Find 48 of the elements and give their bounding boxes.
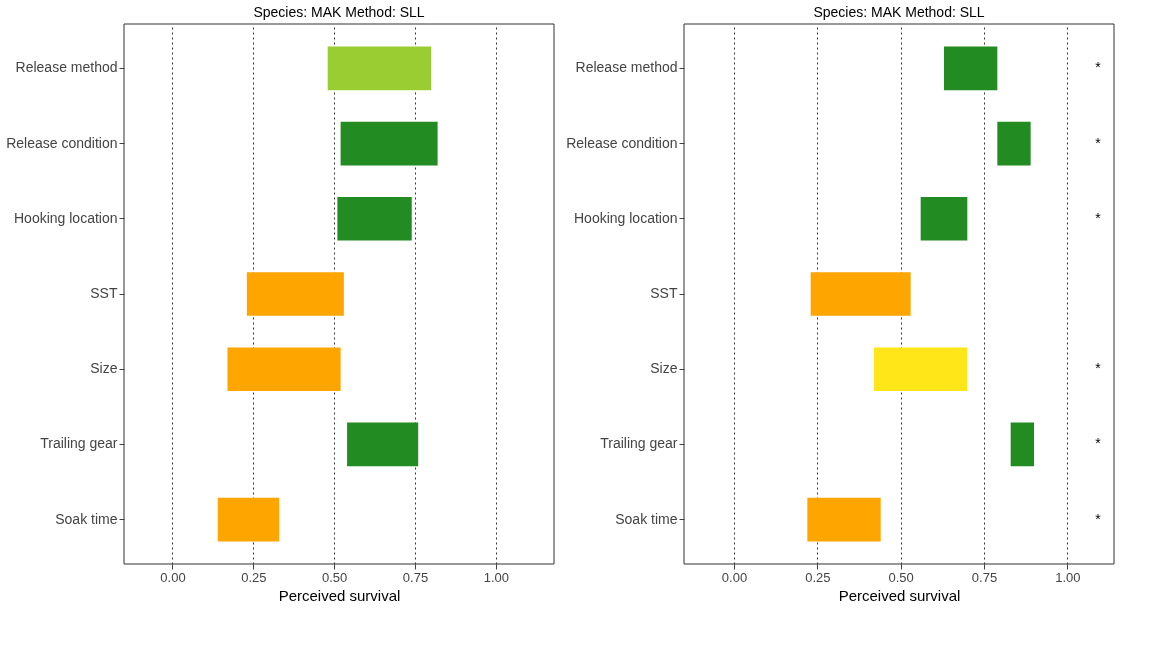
x-tick-label: 0.25 (241, 569, 267, 585)
bar (227, 347, 341, 392)
x-tick-label: 0.75 (402, 569, 429, 585)
y-tick-label: Release condition (6, 134, 118, 151)
y-tick-label: Release method (575, 59, 678, 76)
bar (1010, 422, 1034, 467)
x-tick-label: 0.00 (721, 569, 748, 585)
bar (217, 497, 280, 542)
bar (944, 46, 998, 91)
bar (807, 497, 881, 542)
bar (246, 272, 344, 316)
x-axis-title: Perceived survival (278, 586, 401, 604)
annotation: * (1095, 209, 1102, 226)
x-tick-label: 0.50 (888, 569, 914, 585)
y-tick-label: Release method (15, 59, 118, 76)
x-tick-label: 1.00 (1055, 569, 1081, 585)
annotation: * (1095, 510, 1102, 527)
y-tick-label: Trailing gear (40, 435, 118, 452)
y-tick-label: Size (90, 360, 118, 377)
x-axis-title: Perceived survival (838, 586, 961, 604)
x-tick-label: 0.50 (321, 569, 348, 585)
y-tick-label: SST (90, 285, 118, 301)
y-tick-label: Trailing gear (600, 435, 678, 452)
bar (997, 121, 1031, 166)
x-tick-label: 0.75 (971, 569, 998, 585)
bar (327, 46, 432, 91)
y-tick-label: Soak time (615, 510, 678, 527)
annotation: * (1095, 59, 1102, 76)
y-tick-label: Release condition (566, 134, 678, 151)
annotation: * (1095, 435, 1102, 452)
y-tick-label: SST (650, 285, 678, 301)
bar (810, 272, 911, 316)
bar (337, 196, 412, 241)
bar (340, 121, 438, 166)
chart-title: Species: MAK Method: SLL (253, 3, 425, 20)
y-tick-label: Size (650, 360, 678, 377)
chart-title: Species: MAK Method: SLL (813, 3, 985, 20)
bar (347, 422, 419, 467)
y-tick-label: Soak time (55, 510, 118, 527)
bar (920, 196, 968, 241)
annotation: * (1095, 134, 1102, 151)
y-tick-label: Hooking location (13, 209, 118, 226)
bar (874, 347, 968, 392)
x-tick-label: 1.00 (483, 569, 509, 585)
y-tick-label: Hooking location (573, 209, 678, 226)
x-tick-label: 0.00 (160, 569, 186, 585)
annotation: * (1095, 360, 1102, 377)
x-tick-label: 0.25 (805, 569, 831, 585)
